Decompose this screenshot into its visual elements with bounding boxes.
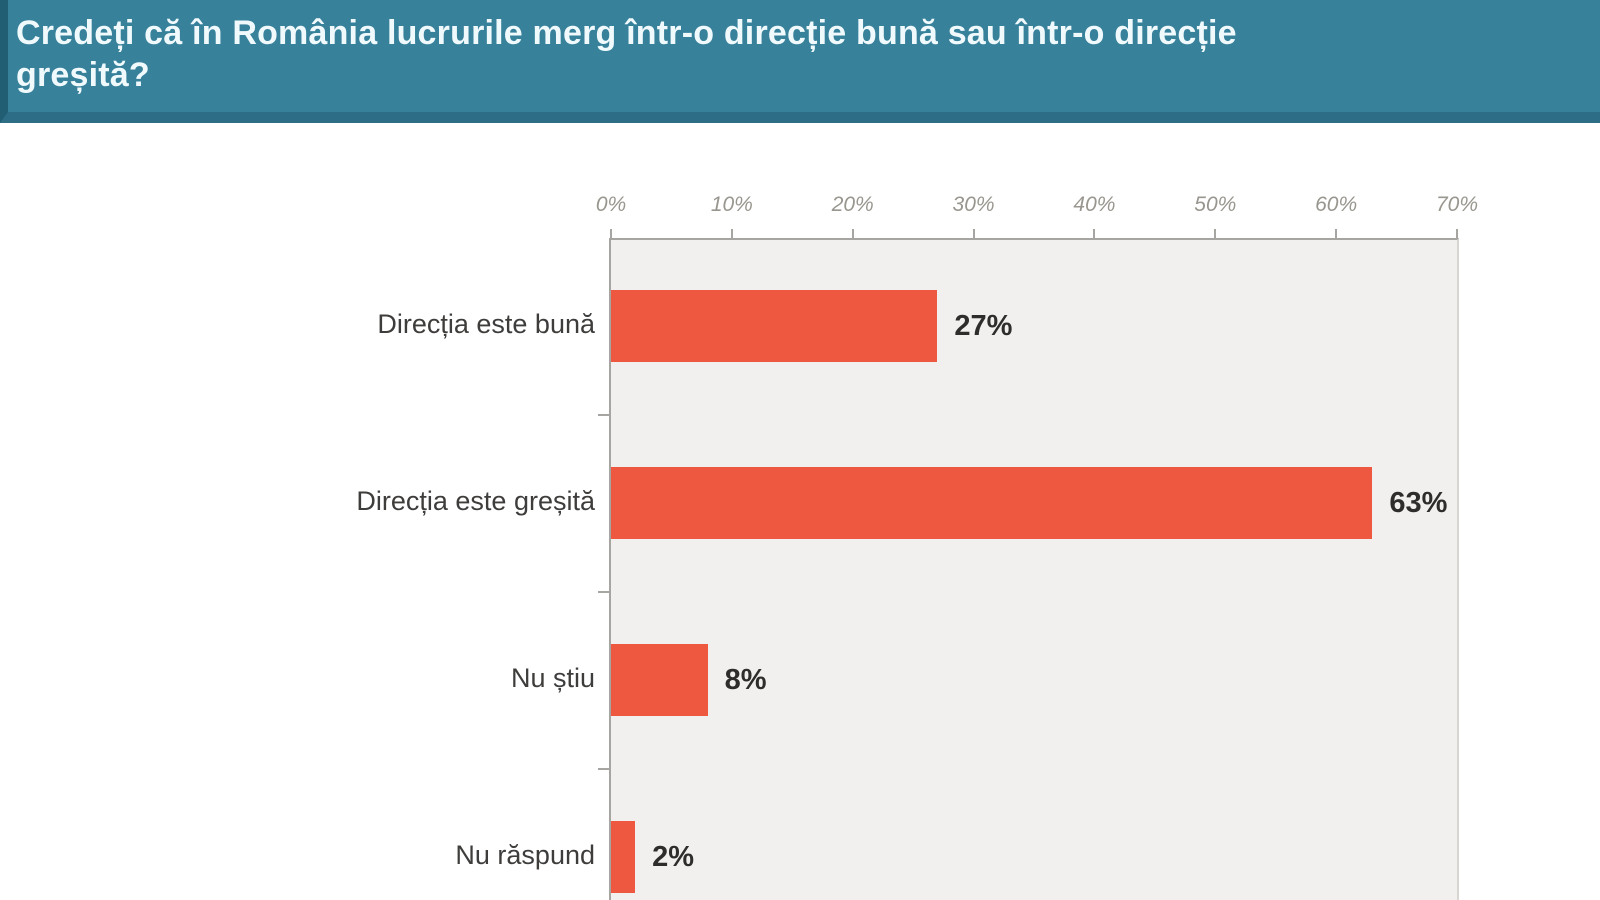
y-axis-tick <box>598 767 609 770</box>
plot-area: 0% 10% 20% 30% 40% 50% 60% 70% 27% 63% 8% 2% <box>596 193 1478 900</box>
y-axis-tick <box>598 590 609 593</box>
category-label-2: Direcția este greșită <box>356 485 595 516</box>
x-axis-tick <box>1456 229 1458 238</box>
x-axis-tick-label: 70% <box>1435 193 1479 216</box>
x-axis-tick <box>730 229 733 238</box>
x-axis-tick-label: 40% <box>1073 193 1116 216</box>
x-axis-tick <box>972 229 975 238</box>
x-axis-tick <box>1214 229 1217 238</box>
question-title: Credeți că în România lucrurile merg înt… <box>16 14 1237 95</box>
category-labels: Direcția este bună Direcția este greșită N… <box>0 238 595 900</box>
x-axis-tick <box>1093 229 1096 238</box>
x-axis-tick-label: 60% <box>1315 193 1358 216</box>
bar-1 <box>611 290 938 362</box>
bar-3 <box>611 644 708 716</box>
bar-2 <box>611 467 1373 539</box>
y-axis-tick <box>598 413 609 416</box>
value-label-3: 8% <box>724 663 767 696</box>
x-axis-tick-label: 0% <box>595 193 627 216</box>
category-label-1: Direcția este bună <box>377 308 595 339</box>
value-label-4: 2% <box>652 840 695 873</box>
category-label-3: Nu știu <box>510 662 595 693</box>
value-label-2: 63% <box>1389 486 1448 519</box>
x-axis-tick-label: 30% <box>952 193 995 216</box>
x-axis-tick <box>610 229 612 238</box>
x-axis-tick <box>1335 229 1338 238</box>
question-header: Credeți că în România lucrurile merg înt… <box>0 0 1600 123</box>
value-label-1: 27% <box>954 309 1013 342</box>
bar-4 <box>611 821 636 893</box>
bar-chart: Direcția este bună Direcția este greșită N… <box>0 123 1600 900</box>
category-label-4: Nu răspund <box>455 839 595 870</box>
x-axis-tick <box>851 229 854 238</box>
x-axis-tick-label: 20% <box>831 193 874 216</box>
x-axis-tick-label: 10% <box>710 193 753 216</box>
x-axis-tick-label: 50% <box>1194 193 1237 216</box>
